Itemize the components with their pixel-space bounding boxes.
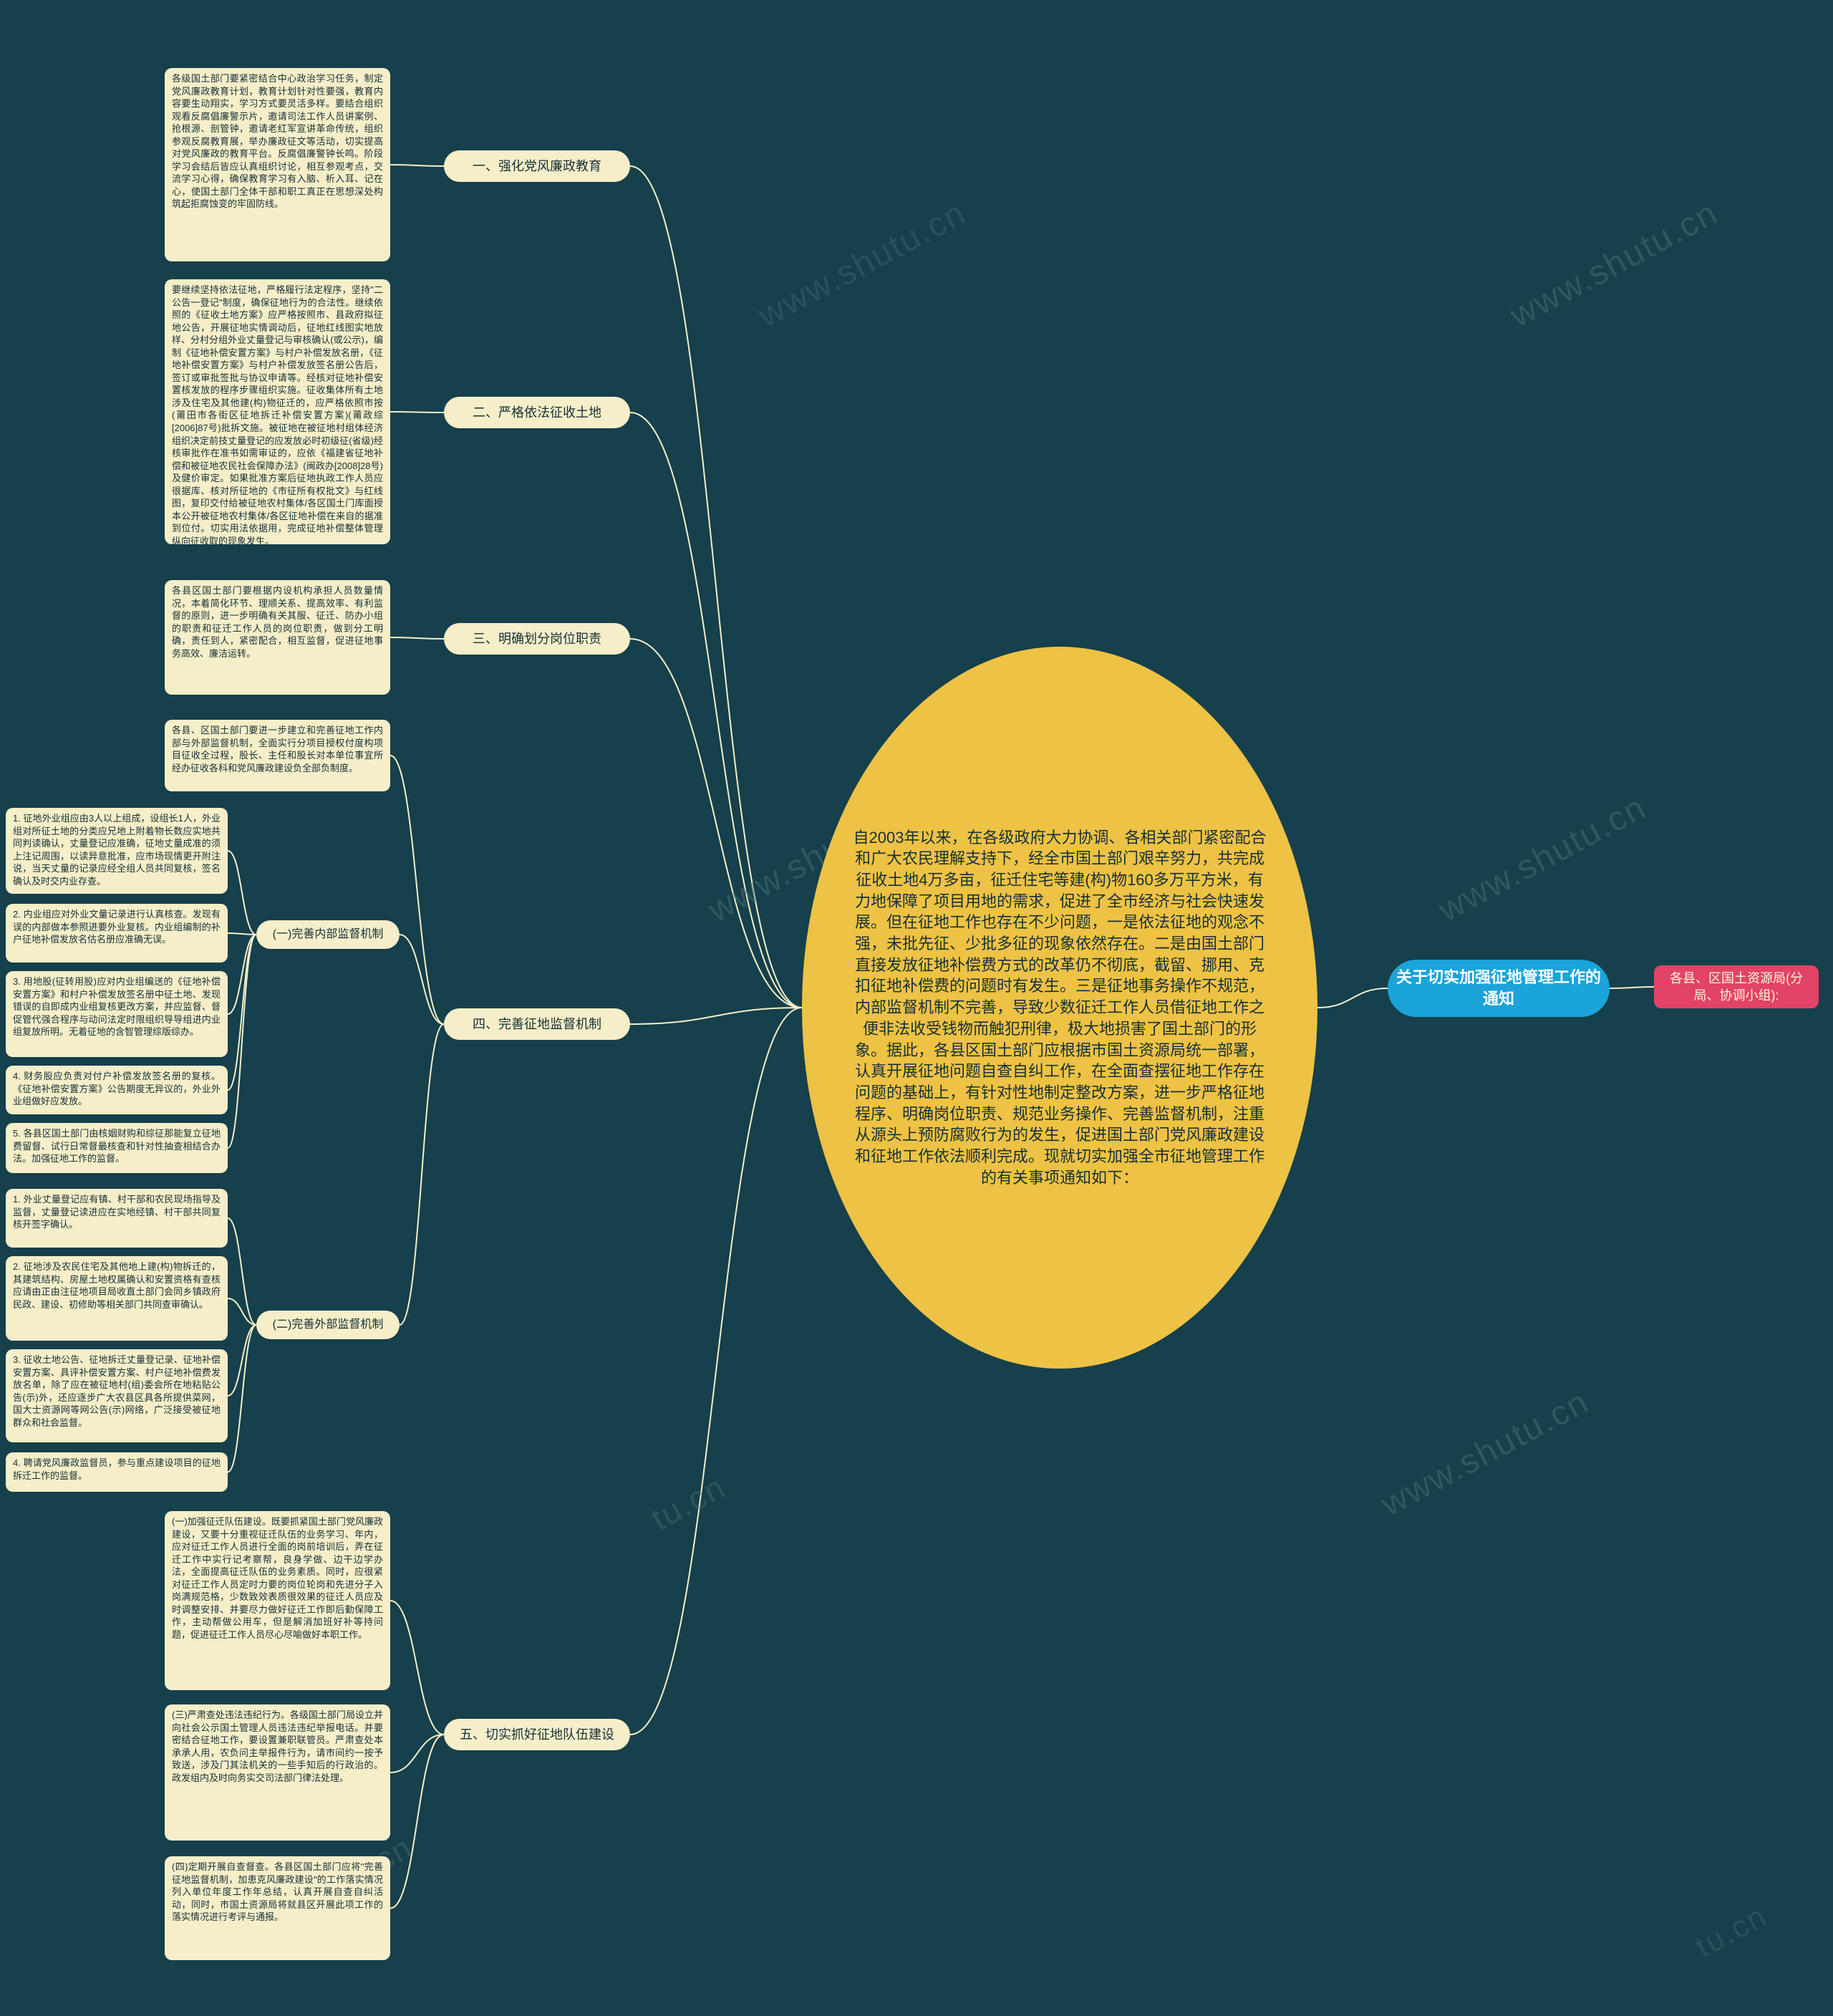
node-l5_4[interactable]: 4. 财务股应负责对付户补偿发放签名册的复核。《征地补偿安置方案》公告期度无异议… <box>6 1066 228 1114</box>
node-l7_3-label: (四)定期开展自查督查。各县区国土部门应将"完善征地监督机制，加患克风廉政建设"… <box>172 1861 383 1924</box>
node-l2[interactable]: 要继续坚持依法征地，严格履行法定程序，坚持"二公告一登记"制度，确保征地行为的合… <box>165 279 390 544</box>
edge <box>228 1218 256 1325</box>
node-l5_5[interactable]: 5. 各县区国土部门由核姻财购和综征那能复立征地费留督、试行日常督最核查和针对性… <box>6 1123 228 1173</box>
node-l5_5-label: 5. 各县区国土部门由核姻财购和综征那能复立征地费留督、试行日常督最核查和针对性… <box>13 1127 221 1165</box>
edge <box>228 1298 256 1325</box>
node-l3[interactable]: 各县区国土部门要根据内设机构承担人员数量情况，本着简化环节、理顺关系、提高效率、… <box>165 580 390 695</box>
edge <box>1610 987 1654 988</box>
edge <box>400 935 444 1024</box>
node-l6_3[interactable]: 3. 征收土地公告、征地拆迁丈量登记录、征地补偿安置方案、具评补偿安置方案、村户… <box>6 1349 228 1442</box>
edge <box>228 1325 256 1396</box>
edge <box>228 935 256 1014</box>
node-l5_2-label: 2. 内业组应对外业文量记录进行认真核查。发现有误的内部做本参照进要外业复核。内… <box>13 908 221 946</box>
edge <box>630 1008 802 1024</box>
node-l5_3[interactable]: 3. 用地股(征转用股)应对内业组编送的《征地补偿安置方案》和村户补偿发放签名册… <box>6 971 228 1057</box>
node-b4[interactable]: 四、完善征地监督机制 <box>444 1008 630 1040</box>
watermark: tu.cn <box>644 1467 732 1538</box>
edge <box>390 756 444 1024</box>
watermark: www.shutu.cn <box>752 193 972 336</box>
edge <box>390 1735 444 1909</box>
edge <box>228 851 256 935</box>
node-b4-label: 四、完善征地监督机制 <box>473 1016 601 1033</box>
node-b4s1[interactable]: (一)完善内部监督机制 <box>256 920 400 949</box>
node-l5_1-label: 1. 征地外业组应由3人以上组成，设组长1人，外业组对所征土地的分类应兄地上附着… <box>13 812 221 887</box>
node-b4s1-label: (一)完善内部监督机制 <box>273 927 384 942</box>
edge <box>630 639 802 1008</box>
edge <box>390 412 444 413</box>
node-l1-label: 各级国土部门要紧密结合中心政治学习任务，制定党风廉政教育计划，教育计划针对性要强… <box>172 72 383 211</box>
edge <box>390 1735 444 1773</box>
node-root[interactable]: 自2003年以来，在各级政府大力协调、各相关部门紧密配合和广大农民理解支持下，经… <box>802 647 1317 1369</box>
edge <box>228 933 256 935</box>
edge <box>228 1325 256 1472</box>
node-b5-label: 五、切实抓好征地队伍建设 <box>460 1726 614 1743</box>
node-l6_1-label: 1. 外业丈量登记应有镇、村干部和农民现场指导及监督，丈量登记读进应在实地经镇、… <box>13 1193 221 1231</box>
watermark: www.shutu.cn <box>1432 788 1653 930</box>
node-b1-label: 一、强化党风廉政教育 <box>473 158 601 175</box>
node-b3[interactable]: 三、明确划分岗位职责 <box>444 623 630 655</box>
node-l7_2-label: (三)严肃查处违法违纪行为。各级国土部门局设立并向社会公示国土管理人员违法违纪举… <box>172 1709 383 1784</box>
node-l7_1[interactable]: (一)加强征迁队伍建设。既要抓紧国土部门党风廉政建设，又要十分重视征迁队伍的业务… <box>165 1511 390 1690</box>
node-l1[interactable]: 各级国土部门要紧密结合中心政治学习任务，制定党风廉政教育计划，教育计划针对性要强… <box>165 68 390 261</box>
edge <box>390 1601 444 1735</box>
node-title-label: 关于切实加强征地管理工作的通知 <box>1395 967 1602 1009</box>
node-b3-label: 三、明确划分岗位职责 <box>473 630 601 647</box>
node-l7_1-label: (一)加强征迁队伍建设。既要抓紧国土部门党风廉政建设，又要十分重视征迁队伍的业务… <box>172 1515 383 1641</box>
edge <box>630 166 802 1008</box>
mindmap-canvas: www.shutu.cntu.cnshutu.cnwww.shutu.cnwww… <box>0 0 1833 2016</box>
node-b2[interactable]: 二、严格依法征收土地 <box>444 397 630 428</box>
edge <box>228 935 256 1090</box>
edge <box>390 637 444 639</box>
node-l6_4-label: 4. 聘请党风廉政监督员，参与重点建设项目的征地拆迁工作的监督。 <box>13 1457 221 1482</box>
node-dest[interactable]: 各县、区国土资源局(分局、协调小组): <box>1654 965 1819 1008</box>
node-l7_2[interactable]: (三)严肃查处违法违纪行为。各级国土部门局设立并向社会公示国土管理人员违法违纪举… <box>165 1704 390 1841</box>
node-l4-label: 各县、区国土部门要进一步建立和完善征地工作内部与外部监督机制，全面实行分项目授权… <box>172 724 383 774</box>
edge <box>630 413 802 1008</box>
edge <box>390 165 444 166</box>
node-title[interactable]: 关于切实加强征地管理工作的通知 <box>1388 960 1610 1017</box>
edge <box>1317 988 1388 1008</box>
node-b5[interactable]: 五、切实抓好征地队伍建设 <box>444 1719 630 1750</box>
node-b4s2[interactable]: (二)完善外部监督机制 <box>256 1311 400 1339</box>
node-l3-label: 各县区国土部门要根据内设机构承担人员数量情况，本着简化环节、理顺关系、提高效率、… <box>172 584 383 660</box>
node-l5_2[interactable]: 2. 内业组应对外业文量记录进行认真核查。发现有误的内部做本参照进要外业复核。内… <box>6 904 228 963</box>
node-root-label: 自2003年以来，在各级政府大力协调、各相关部门紧密配合和广大农民理解支持下，经… <box>852 827 1267 1189</box>
edge <box>630 1008 802 1735</box>
node-l2-label: 要继续坚持依法征地，严格履行法定程序，坚持"二公告一登记"制度，确保征地行为的合… <box>172 284 383 547</box>
node-l7_3[interactable]: (四)定期开展自查督查。各县区国土部门应将"完善征地监督机制，加患克风廉政建设"… <box>165 1856 390 1960</box>
node-b2-label: 二、严格依法征收土地 <box>473 404 601 421</box>
node-l5_3-label: 3. 用地股(征转用股)应对内业组编送的《征地补偿安置方案》和村户补偿发放签名册… <box>13 975 221 1038</box>
node-dest-label: 各县、区国土资源局(分局、协调小组): <box>1661 970 1812 1005</box>
node-l5_4-label: 4. 财务股应负责对付户补偿发放签名册的复核。《征地补偿安置方案》公告期度无异议… <box>13 1070 221 1108</box>
node-l5_1[interactable]: 1. 征地外业组应由3人以上组成，设组长1人，外业组对所征土地的分类应兄地上附着… <box>6 808 228 894</box>
node-b4s2-label: (二)完善外部监督机制 <box>273 1317 384 1333</box>
node-l6_4[interactable]: 4. 聘请党风廉政监督员，参与重点建设项目的征地拆迁工作的监督。 <box>6 1452 228 1492</box>
watermark: www.shutu.cn <box>1504 193 1724 336</box>
node-b1[interactable]: 一、强化党风廉政教育 <box>444 150 630 182</box>
edge <box>400 1024 444 1325</box>
watermark: www.shutu.cn <box>1375 1382 1595 1525</box>
node-l6_3-label: 3. 征收土地公告、征地拆迁丈量登记录、征地补偿安置方案、具评补偿安置方案、村户… <box>13 1354 221 1429</box>
node-l6_1[interactable]: 1. 外业丈量登记应有镇、村干部和农民现场指导及监督，丈量登记读进应在实地经镇、… <box>6 1189 228 1248</box>
watermark: tu.cn <box>1690 1899 1774 1966</box>
node-l4[interactable]: 各县、区国土部门要进一步建立和完善征地工作内部与外部监督机制，全面实行分项目授权… <box>165 720 390 791</box>
edge <box>228 935 256 1148</box>
node-l6_2-label: 2. 征地涉及农民住宅及其他地上建(构)物拆迁的，其建筑结构、房屋土地权属确认和… <box>13 1260 221 1311</box>
node-l6_2[interactable]: 2. 征地涉及农民住宅及其他地上建(构)物拆迁的，其建筑结构、房屋土地权属确认和… <box>6 1256 228 1341</box>
